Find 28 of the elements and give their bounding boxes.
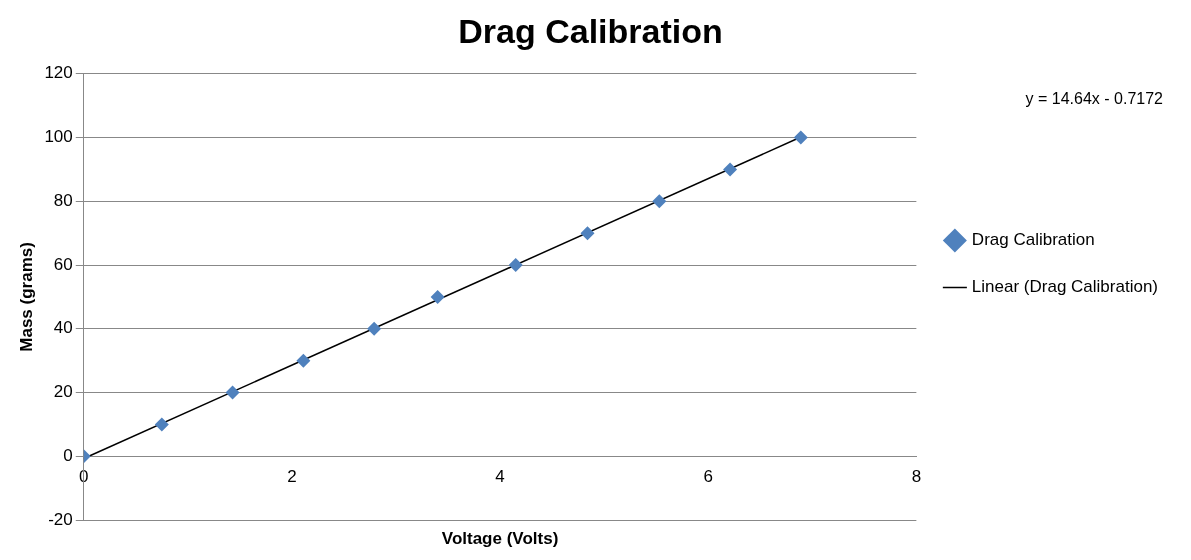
text: y = 14.64x - 0.7172: [1025, 89, 1164, 107]
y-tick-label: 0: [63, 445, 73, 465]
y-axis-title: Mass (grams): [16, 242, 36, 352]
x-tick-label: 2: [287, 467, 297, 487]
y-tick-label: 40: [53, 318, 73, 338]
x-tick-label: 8: [911, 467, 922, 487]
y-tick-label: 120: [44, 63, 73, 83]
y-tick-label: 100: [44, 127, 73, 147]
x-tick-label: 6: [703, 467, 713, 487]
legend-label: Drag Calibration: [971, 230, 1095, 250]
y-tick-label: 20: [53, 382, 73, 402]
point: [225, 385, 240, 400]
y-tick-label: 80: [53, 190, 73, 210]
point: [367, 321, 382, 336]
point: [652, 194, 667, 209]
point: [296, 353, 311, 368]
x-tick-label: 4: [495, 467, 505, 487]
point: [430, 289, 445, 304]
y-tick-label: 60: [53, 254, 73, 274]
point: [723, 162, 738, 177]
legend-label: Linear (Drag Calibration): [971, 277, 1158, 297]
point: [793, 130, 808, 145]
point: [154, 417, 169, 432]
x-axis-title: Voltage (Volts): [441, 529, 559, 548]
point: [508, 258, 523, 273]
point: [580, 226, 595, 241]
y-tick-label: -20: [48, 509, 73, 529]
chart-title: Drag Calibration: [458, 11, 723, 50]
